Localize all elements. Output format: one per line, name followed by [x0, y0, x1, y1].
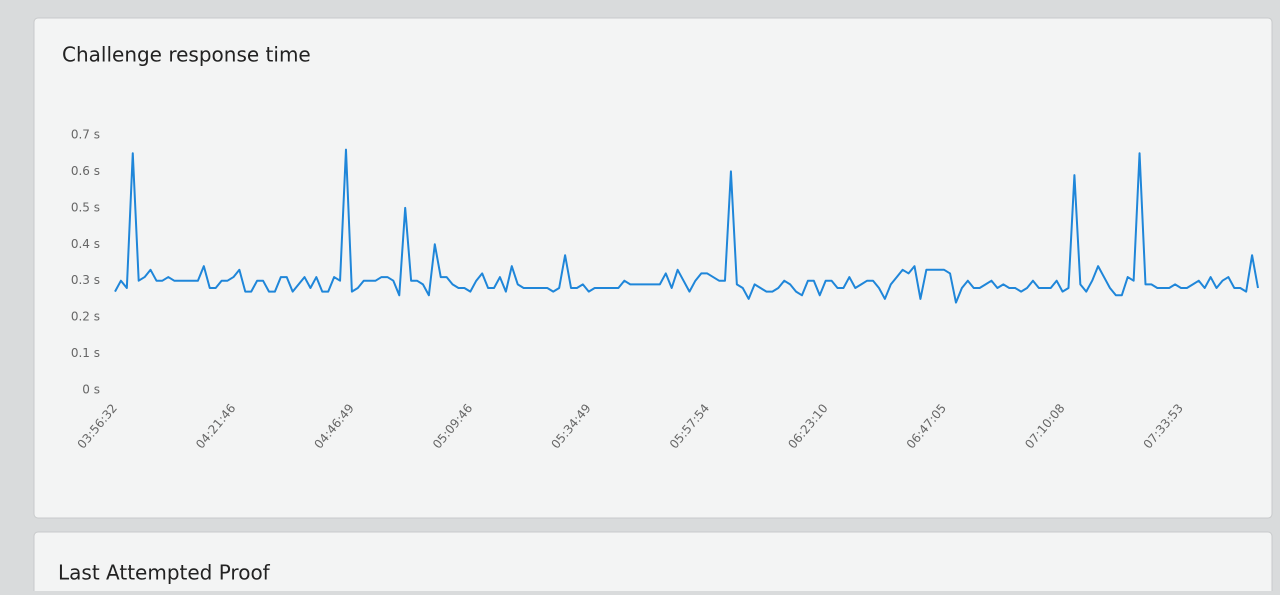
y-tick-label: 0.6 s: [71, 164, 100, 178]
y-tick-label: 0 s: [82, 383, 100, 397]
y-tick-label: 0.5 s: [71, 200, 100, 214]
y-tick-label: 0.4 s: [71, 237, 100, 251]
y-tick-label: 0.2 s: [71, 310, 100, 324]
chart-title: Challenge response time: [62, 43, 311, 67]
y-tick-label: 0.7 s: [71, 128, 100, 142]
section-title: Last Attempted Proof: [58, 561, 271, 585]
line-series: [114, 148, 1259, 304]
y-tick-label: 0.1 s: [71, 346, 100, 360]
chart-card: [33, 17, 1273, 519]
y-tick-label: 0.3 s: [71, 273, 100, 287]
proof-card: [33, 531, 1273, 595]
